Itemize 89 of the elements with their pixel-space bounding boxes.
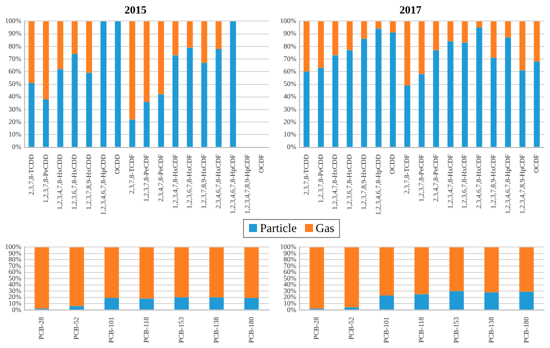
bar (462, 42, 468, 147)
bar (346, 50, 353, 147)
bar (70, 247, 84, 306)
bar (344, 247, 359, 308)
bar (216, 21, 222, 49)
bar (519, 247, 534, 292)
bar (42, 21, 49, 100)
bar (519, 292, 534, 310)
bar (380, 247, 394, 296)
bar (72, 54, 78, 147)
bar (144, 21, 150, 102)
bar (70, 306, 84, 310)
bar (404, 21, 410, 86)
bar (505, 21, 511, 38)
bar (361, 38, 368, 147)
bar (390, 32, 396, 147)
bar (28, 83, 34, 147)
bar (114, 21, 121, 147)
bar (449, 291, 464, 310)
bar (484, 292, 499, 310)
bar (172, 21, 178, 56)
bar (304, 21, 310, 72)
bar (361, 21, 368, 39)
bar (418, 74, 425, 147)
legend-label: Particle (259, 221, 297, 236)
bar (209, 297, 224, 310)
bar (505, 38, 511, 147)
bar (72, 21, 78, 54)
bar (462, 21, 468, 43)
bar (447, 21, 454, 42)
bar (158, 21, 164, 94)
bar (346, 21, 353, 50)
bar (172, 55, 178, 147)
bar (376, 28, 382, 147)
bar (174, 297, 189, 310)
bar (57, 69, 64, 147)
bar (433, 21, 440, 50)
bar (158, 94, 164, 147)
bar (186, 48, 193, 147)
bar (139, 298, 154, 310)
bar (318, 21, 324, 68)
bar (230, 21, 236, 147)
bar (449, 247, 464, 292)
bar (209, 247, 224, 298)
bar (129, 120, 136, 147)
bar (201, 21, 208, 63)
bar (186, 21, 193, 48)
bar (376, 21, 382, 29)
bar (216, 48, 222, 147)
bar (318, 68, 324, 147)
bar (534, 62, 540, 147)
bar (534, 21, 540, 62)
bar (490, 58, 497, 147)
bar (418, 21, 425, 74)
bar (484, 247, 499, 292)
bar (144, 102, 150, 147)
bar (104, 298, 119, 310)
bar (433, 50, 440, 147)
chart-title: 2015 (124, 4, 147, 16)
bar (332, 21, 338, 56)
bar (42, 99, 49, 147)
bar (519, 21, 526, 70)
bar (310, 247, 324, 309)
bar (390, 21, 396, 33)
bar (100, 21, 106, 147)
bar (519, 70, 526, 147)
bar (244, 247, 259, 298)
bar (86, 21, 92, 73)
bar (414, 294, 429, 310)
bar (404, 86, 410, 147)
bar (244, 298, 259, 310)
bar (174, 247, 189, 298)
bar (447, 41, 454, 147)
bar (332, 55, 338, 147)
bar (86, 72, 92, 147)
bar (129, 21, 136, 120)
bar (201, 62, 208, 147)
bar (28, 21, 34, 84)
bar (380, 296, 394, 310)
bar (490, 21, 497, 58)
legend-label: Gas (314, 221, 334, 236)
bar (34, 247, 50, 309)
bar (57, 21, 64, 70)
bar (104, 247, 119, 298)
chart-title: 2017 (400, 4, 422, 16)
bar (414, 247, 429, 294)
bar (476, 28, 482, 147)
bar (139, 247, 154, 299)
bar (304, 72, 310, 147)
